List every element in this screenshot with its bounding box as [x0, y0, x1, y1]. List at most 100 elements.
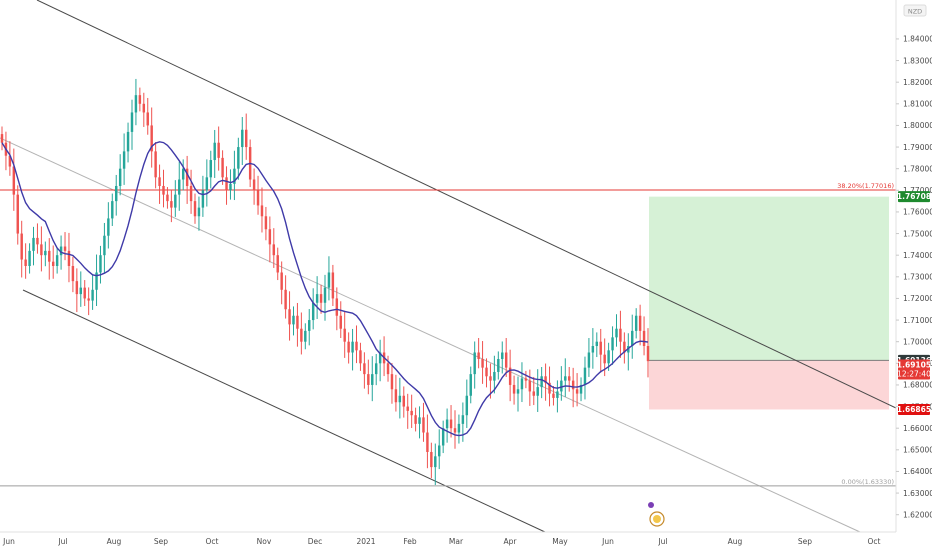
candle-body — [406, 406, 409, 411]
candle-body — [103, 235, 106, 256]
candle-body — [414, 415, 417, 424]
candle-body — [532, 391, 535, 396]
time-tick-label: Jun — [601, 537, 614, 546]
price-tag-value: 1.76708 — [897, 192, 931, 201]
candle-body — [260, 205, 264, 217]
candle-body — [363, 363, 366, 375]
candle-body — [438, 445, 441, 457]
time-tick-label: Apr — [504, 537, 518, 546]
candle-body — [134, 95, 138, 113]
price-axis[interactable]: 1.84000 1.83000 1.82000 1.81000 1.80000 1.790… — [896, 35, 932, 520]
time-tick-label: Jun — [2, 537, 15, 546]
candle-body — [469, 374, 472, 396]
candle-body — [36, 237, 39, 245]
candle-body — [20, 233, 23, 260]
candle-body — [445, 419, 449, 429]
time-tick-label: Dec — [308, 537, 323, 546]
candle-body — [343, 328, 346, 342]
candle-body — [418, 417, 421, 424]
candle-body — [0, 134, 4, 143]
fib-level-label: 38.20%(1.77016) — [837, 182, 894, 190]
candle-body — [497, 358, 500, 372]
candle-body — [422, 417, 425, 433]
time-axis[interactable]: Jun Jul Aug Sep Oct Nov Dec 2021 Feb Mar Apr May Jun… — [2, 537, 880, 546]
price-tag-value: 1.69105 — [897, 361, 931, 370]
candle-body — [221, 157, 224, 178]
candle-body — [296, 315, 299, 329]
profit-zone[interactable] — [649, 196, 889, 361]
candle-body — [520, 378, 524, 390]
candle-body — [209, 160, 212, 178]
candle-body — [402, 395, 406, 407]
candle-body — [434, 456, 437, 468]
candle-body — [481, 358, 484, 368]
channel-upper-line[interactable] — [36, 0, 897, 409]
loss-zone[interactable] — [649, 360, 889, 410]
candle-body — [154, 151, 157, 178]
candle-body — [599, 341, 602, 355]
candle-body — [256, 190, 260, 206]
candle-body — [213, 142, 216, 161]
candle-body — [540, 376, 543, 388]
candle-body — [181, 168, 185, 180]
candle-body — [193, 201, 197, 217]
time-tick-label: Sep — [154, 537, 168, 546]
candle-body — [146, 112, 149, 126]
price-tick-label: 1.72000 — [903, 294, 932, 303]
candle-body — [441, 428, 445, 446]
candle-body — [323, 287, 327, 303]
candle-body — [426, 432, 429, 452]
moving-average-line[interactable] — [1, 141, 649, 437]
candle-body — [390, 374, 394, 390]
candle-body — [398, 395, 402, 403]
candle-body — [55, 255, 59, 266]
moving-average — [1, 141, 649, 437]
candle-body — [378, 352, 382, 364]
candle-body — [524, 378, 528, 381]
candle-body — [150, 125, 153, 152]
candle-body — [564, 376, 567, 381]
candle-body — [394, 389, 398, 403]
price-tick-label: 1.62000 — [903, 510, 932, 519]
candle-body — [40, 244, 43, 256]
candle-body — [28, 250, 31, 266]
candle-body — [638, 315, 642, 331]
candle-body — [461, 415, 465, 424]
price-tick-label: 1.68000 — [903, 381, 932, 390]
trend-channel-lines — [0, 0, 897, 533]
candle-body — [319, 294, 323, 303]
candle-body — [501, 352, 504, 359]
candle-body — [158, 177, 161, 186]
candle-body — [87, 298, 90, 301]
candle-body — [252, 179, 256, 191]
candle-body — [331, 272, 335, 299]
candle-body — [473, 352, 476, 375]
time-tick-label: 2021 — [356, 537, 375, 546]
price-tag — [898, 359, 930, 380]
candle-body — [619, 328, 622, 342]
candle-body — [59, 246, 63, 256]
candle-body — [308, 320, 311, 331]
candle-body — [63, 246, 67, 251]
candle-body — [311, 302, 315, 321]
candle-body — [623, 341, 626, 353]
channel-middle-line[interactable] — [0, 137, 861, 533]
candle-body — [465, 395, 469, 416]
candle-body — [16, 194, 19, 234]
candle-body — [374, 363, 378, 375]
price-tick-label: 1.73000 — [903, 273, 932, 282]
candle-body — [288, 309, 291, 325]
candle-body — [115, 185, 118, 202]
price-tick-label: 1.84000 — [903, 35, 932, 44]
candle-body — [95, 272, 98, 290]
channel-lower-line[interactable] — [22, 289, 546, 533]
candle-body — [315, 294, 319, 303]
candle-body — [107, 218, 110, 236]
candle-body — [355, 341, 358, 351]
price-tick-label: 1.64000 — [903, 467, 932, 476]
earnings-event-icon[interactable] — [648, 502, 665, 527]
candle-body — [386, 363, 390, 375]
fibonacci-levels: 38.20%(1.77016) 0.00%(1.63330) — [0, 182, 896, 487]
